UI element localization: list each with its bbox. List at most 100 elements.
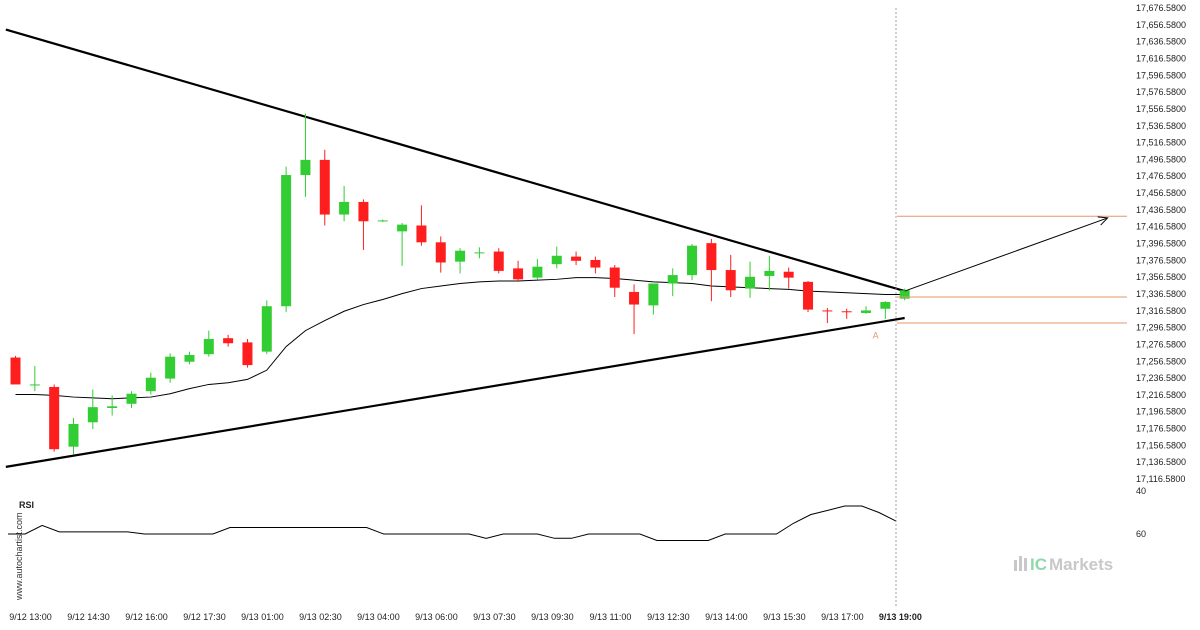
arrow-shaft [904, 217, 1108, 292]
rsi-indicator: 60 40 [8, 486, 1146, 541]
candle-body [223, 338, 234, 344]
time-tick-label: 9/13 06:00 [415, 612, 458, 622]
candle-up [880, 301, 891, 319]
candle-body [455, 250, 466, 262]
price-tick-label: 17,516.5800 [1136, 138, 1186, 148]
candle-up [145, 372, 156, 395]
triangle-lower-line [5, 316, 905, 468]
logo-mark-icon [1014, 556, 1027, 571]
price-tick-label: 17,356.5800 [1136, 272, 1186, 282]
candle-body [513, 268, 524, 280]
candle-body [416, 225, 427, 243]
time-tick-label: 9/12 17:30 [183, 612, 226, 622]
time-tick-label: 9/13 01:00 [241, 612, 284, 622]
autochartist-watermark: www.autochartist.com [14, 512, 24, 601]
price-tick-label: 17,316.5800 [1136, 306, 1186, 316]
rsi-tick-label: 40 [1136, 486, 1146, 496]
candle-body [880, 302, 891, 309]
time-tick-label: 9/13 04:00 [357, 612, 400, 622]
moving-average [15, 277, 905, 400]
rsi-line [8, 505, 897, 541]
candle-body [358, 201, 369, 222]
candle-up [87, 389, 98, 430]
candle-body [126, 393, 137, 404]
candle-body [532, 266, 543, 278]
price-tick-label: 17,236.5800 [1136, 373, 1186, 383]
candle-up [745, 261, 756, 298]
candle-down [783, 267, 794, 289]
price-axis: 17,676.5800 17,656.5800 17,636.5800 17,616.… [1136, 3, 1186, 484]
candle-down [319, 149, 330, 226]
candle-up [687, 243, 698, 281]
triangle-pattern [5, 28, 905, 468]
candle-body [590, 259, 601, 268]
price-tick-label: 17,456.5800 [1136, 188, 1186, 198]
candle-body [87, 407, 98, 423]
candle-down [513, 260, 524, 282]
candle-body [474, 252, 485, 254]
candle-down [416, 205, 427, 246]
candle-up [551, 246, 562, 269]
candle-body [571, 256, 582, 261]
candle-up [532, 259, 543, 280]
candle-up [300, 113, 311, 197]
candle-up [68, 418, 79, 455]
logo-name: Markets [1049, 555, 1113, 574]
candle-body [339, 201, 350, 215]
pattern-marker-label: A [873, 331, 879, 341]
candle-body [493, 251, 504, 271]
price-tick-label: 17,476.5800 [1136, 171, 1186, 181]
time-tick-label: 9/13 09:30 [531, 612, 574, 622]
moving-average-line [15, 277, 905, 400]
candle-up [203, 330, 214, 357]
price-tick-label: 17,176.5800 [1136, 424, 1186, 434]
candle-up [377, 219, 388, 223]
time-tick-label: 9/12 16:00 [125, 612, 168, 622]
price-tick-label: 17,636.5800 [1136, 37, 1186, 47]
candle-down [841, 308, 852, 319]
candle-down [803, 280, 814, 313]
candle-down [49, 384, 60, 452]
candles [10, 113, 910, 455]
price-levels: A [873, 215, 1127, 341]
price-tick-label: 17,136.5800 [1136, 457, 1186, 467]
candle-body [435, 242, 446, 263]
candle-body [281, 175, 292, 307]
candle-body [609, 267, 620, 288]
rsi-tick-label: 60 [1136, 529, 1146, 539]
breakout-arrow [904, 216, 1109, 292]
candle-up [165, 353, 176, 383]
candle-body [899, 290, 910, 299]
price-tick-label: 17,216.5800 [1136, 390, 1186, 400]
price-tick-label: 17,596.5800 [1136, 70, 1186, 80]
candle-body [803, 281, 814, 310]
price-tick-label: 17,556.5800 [1136, 104, 1186, 114]
candle-down [493, 248, 504, 274]
candle-body [667, 275, 678, 284]
time-tick-label: 9/13 17:00 [821, 612, 864, 622]
time-tick-label: 9/12 13:00 [9, 612, 52, 622]
time-tick-label: 9/13 15:30 [763, 612, 806, 622]
candle-body [861, 310, 872, 313]
candle-down [609, 265, 620, 297]
candle-body [300, 159, 311, 176]
price-tick-label: 17,576.5800 [1136, 87, 1186, 97]
candle-up [455, 248, 466, 274]
candle-body [68, 423, 79, 447]
candle-body [764, 270, 775, 276]
candle-up [339, 185, 350, 222]
candle-body [165, 356, 176, 379]
time-tick-label: 9/13 14:00 [705, 612, 748, 622]
price-tick-label: 17,396.5800 [1136, 239, 1186, 249]
candle-body [822, 310, 833, 312]
candle-up [29, 365, 40, 392]
time-axis: 9/12 13:00 9/12 14:30 9/12 16:00 9/12 17:30… [9, 612, 922, 622]
candle-down [571, 251, 582, 266]
candle-body [706, 243, 717, 271]
candle-body [648, 283, 659, 306]
candle-up [899, 288, 910, 301]
candle-body [629, 291, 640, 305]
candle-up [764, 255, 775, 291]
candle-body [242, 342, 253, 366]
